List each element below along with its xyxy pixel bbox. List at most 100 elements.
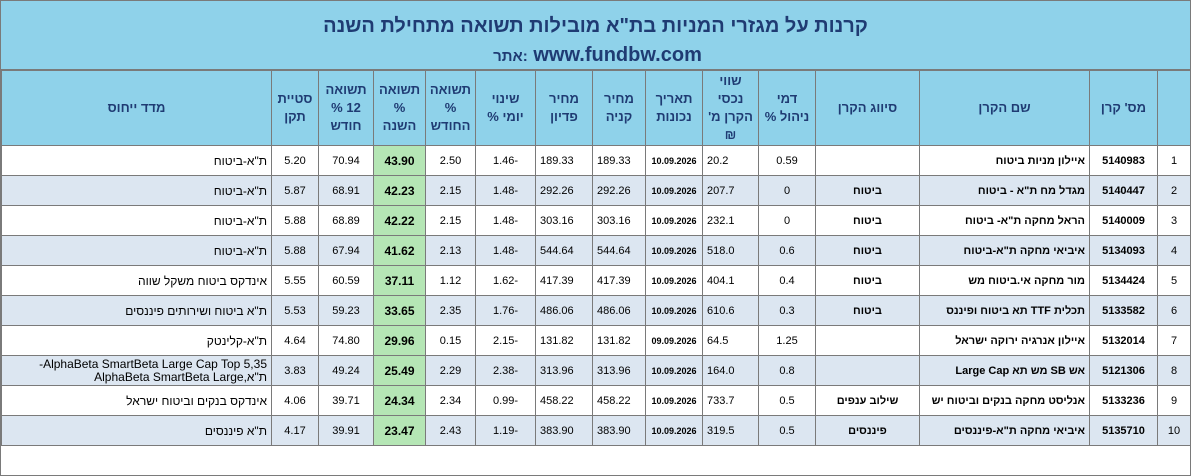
buy-price-cell[interactable]: 292.26	[592, 175, 646, 206]
std-dev-cell[interactable]: 5.88	[271, 205, 319, 236]
std-dev-cell[interactable]: 5.88	[271, 235, 319, 266]
daily-change-cell[interactable]: -2.38	[475, 355, 536, 386]
table-row[interactable]: 7 5132014 איילון אנרגיה ירוקה ישראל 1.25…	[1, 325, 1191, 356]
date-cell[interactable]: 10.09.2026	[645, 205, 703, 236]
col-header-fee[interactable]: דמי ניהול %	[758, 70, 816, 146]
ytd-return-cell[interactable]: 33.65	[373, 295, 426, 326]
table-row[interactable]: 10 5135710 איביאי מחקה ת"א-פיננסים פיננס…	[1, 415, 1191, 446]
assets-cell[interactable]: 164.0	[702, 355, 759, 386]
col-header-assets[interactable]: שווי נכסי הקרן מ' ₪	[702, 70, 759, 146]
ytd-return-cell[interactable]: 29.96	[373, 325, 426, 356]
table-row[interactable]: 3 5140009 הראל מחקה ת"א- ביטוח ביטוח 0 2…	[1, 205, 1191, 236]
benchmark-cell[interactable]: ת"א-ביטוח	[1, 235, 272, 266]
date-cell[interactable]: 10.09.2026	[645, 295, 703, 326]
fund-class-cell[interactable]: ביטוח	[815, 265, 920, 296]
daily-change-cell[interactable]: -1.48	[475, 205, 536, 236]
fund-class-cell[interactable]	[815, 145, 920, 176]
date-cell[interactable]: 10.09.2026	[645, 415, 703, 446]
fund-name-cell[interactable]: איילון מניות ביטוח	[919, 145, 1090, 176]
buy-price-cell[interactable]: 313.96	[592, 355, 646, 386]
fund-id-cell[interactable]: 5133236	[1089, 385, 1158, 416]
fee-cell[interactable]: 0.3	[758, 295, 816, 326]
buy-price-cell[interactable]: 458.22	[592, 385, 646, 416]
fund-class-cell[interactable]	[815, 325, 920, 356]
assets-cell[interactable]: 207.7	[702, 175, 759, 206]
fund-name-cell[interactable]: אש SB מש תא Large Cap	[919, 355, 1090, 386]
col-header-fund-id[interactable]: מס' קרן	[1089, 70, 1158, 146]
date-cell[interactable]: 10.09.2026	[645, 145, 703, 176]
redeem-price-cell[interactable]: 544.64	[535, 235, 593, 266]
assets-cell[interactable]: 518.0	[702, 235, 759, 266]
table-row[interactable]: 5 5134424 מור מחקה אי.ביטוח מש ביטוח 0.4…	[1, 265, 1191, 296]
assets-cell[interactable]: 319.5	[702, 415, 759, 446]
daily-change-cell[interactable]: -1.76	[475, 295, 536, 326]
buy-price-cell[interactable]: 383.90	[592, 415, 646, 446]
date-cell[interactable]: 10.09.2026	[645, 355, 703, 386]
benchmark-cell[interactable]: AlphaBeta SmartBeta Large Cap Top 5,35-ת…	[1, 355, 272, 386]
std-dev-cell[interactable]: 5.53	[271, 295, 319, 326]
month-return-cell[interactable]: 2.15	[425, 175, 476, 206]
std-dev-cell[interactable]: 4.64	[271, 325, 319, 356]
table-row[interactable]: 2 5140447 מגדל מח ת"א - ביטוח ביטוח 0 20…	[1, 175, 1191, 206]
daily-change-cell[interactable]: -1.46	[475, 145, 536, 176]
date-cell[interactable]: 10.09.2026	[645, 175, 703, 206]
fund-class-cell[interactable]: שילוב ענפים	[815, 385, 920, 416]
col-header-date[interactable]: תאריך נכונות	[645, 70, 703, 146]
buy-price-cell[interactable]: 417.39	[592, 265, 646, 296]
col-header-ytd[interactable]: תשואה % השנה	[373, 70, 426, 146]
daily-change-cell[interactable]: -1.48	[475, 175, 536, 206]
12m-return-cell[interactable]: 60.59	[318, 265, 374, 296]
buy-price-cell[interactable]: 303.16	[592, 205, 646, 236]
std-dev-cell[interactable]: 4.17	[271, 415, 319, 446]
ytd-return-cell[interactable]: 23.47	[373, 415, 426, 446]
fee-cell[interactable]: 0.4	[758, 265, 816, 296]
fund-name-cell[interactable]: איביאי מחקה ת"א-פיננסים	[919, 415, 1090, 446]
buy-price-cell[interactable]: 189.33	[592, 145, 646, 176]
redeem-price-cell[interactable]: 486.06	[535, 295, 593, 326]
col-header-month[interactable]: תשואה % החודש	[425, 70, 476, 146]
benchmark-cell[interactable]: אינדקס בנקים וביטוח ישראל	[1, 385, 272, 416]
daily-change-cell[interactable]: -0.99	[475, 385, 536, 416]
fee-cell[interactable]: 1.25	[758, 325, 816, 356]
redeem-price-cell[interactable]: 189.33	[535, 145, 593, 176]
month-return-cell[interactable]: 2.34	[425, 385, 476, 416]
std-dev-cell[interactable]: 5.87	[271, 175, 319, 206]
fund-class-cell[interactable]: ביטוח	[815, 205, 920, 236]
assets-cell[interactable]: 20.2	[702, 145, 759, 176]
redeem-price-cell[interactable]: 383.90	[535, 415, 593, 446]
daily-change-cell[interactable]: -1.62	[475, 265, 536, 296]
col-header-class[interactable]: סיווג הקרן	[815, 70, 920, 146]
date-cell[interactable]: 10.09.2026	[645, 265, 703, 296]
benchmark-cell[interactable]: אינדקס ביטוח משקל שווה	[1, 265, 272, 296]
redeem-price-cell[interactable]: 303.16	[535, 205, 593, 236]
fee-cell[interactable]: 0.8	[758, 355, 816, 386]
fund-id-cell[interactable]: 5121306	[1089, 355, 1158, 386]
fund-class-cell[interactable]: ביטוח	[815, 235, 920, 266]
table-row[interactable]: 4 5134093 איביאי מחקה ת"א-ביטוח ביטוח 0.…	[1, 235, 1191, 266]
table-row[interactable]: 9 5133236 אנליסט מחקה בנקים וביטוח יש שי…	[1, 385, 1191, 416]
fee-cell[interactable]: 0	[758, 175, 816, 206]
12m-return-cell[interactable]: 68.89	[318, 205, 374, 236]
fund-id-cell[interactable]: 5134093	[1089, 235, 1158, 266]
benchmark-cell[interactable]: ת"א ביטוח ושירותים פיננסים	[1, 295, 272, 326]
fund-class-cell[interactable]: ביטוח	[815, 295, 920, 326]
date-cell[interactable]: 10.09.2026	[645, 385, 703, 416]
assets-cell[interactable]: 610.6	[702, 295, 759, 326]
table-row[interactable]: 6 5133582 תכלית TTF תא ביטוח ופיננס ביטו…	[1, 295, 1191, 326]
12m-return-cell[interactable]: 67.94	[318, 235, 374, 266]
12m-return-cell[interactable]: 74.80	[318, 325, 374, 356]
redeem-price-cell[interactable]: 313.96	[535, 355, 593, 386]
redeem-price-cell[interactable]: 131.82	[535, 325, 593, 356]
redeem-price-cell[interactable]: 417.39	[535, 265, 593, 296]
buy-price-cell[interactable]: 544.64	[592, 235, 646, 266]
std-dev-cell[interactable]: 3.83	[271, 355, 319, 386]
benchmark-cell[interactable]: ת"א פיננסים	[1, 415, 272, 446]
month-return-cell[interactable]: 2.50	[425, 145, 476, 176]
col-header-daily[interactable]: שינוי יומי %	[475, 70, 536, 146]
fund-id-cell[interactable]: 5132014	[1089, 325, 1158, 356]
month-return-cell[interactable]: 0.15	[425, 325, 476, 356]
fund-id-cell[interactable]: 5140009	[1089, 205, 1158, 236]
12m-return-cell[interactable]: 70.94	[318, 145, 374, 176]
ytd-return-cell[interactable]: 25.49	[373, 355, 426, 386]
fee-cell[interactable]: 0.5	[758, 415, 816, 446]
